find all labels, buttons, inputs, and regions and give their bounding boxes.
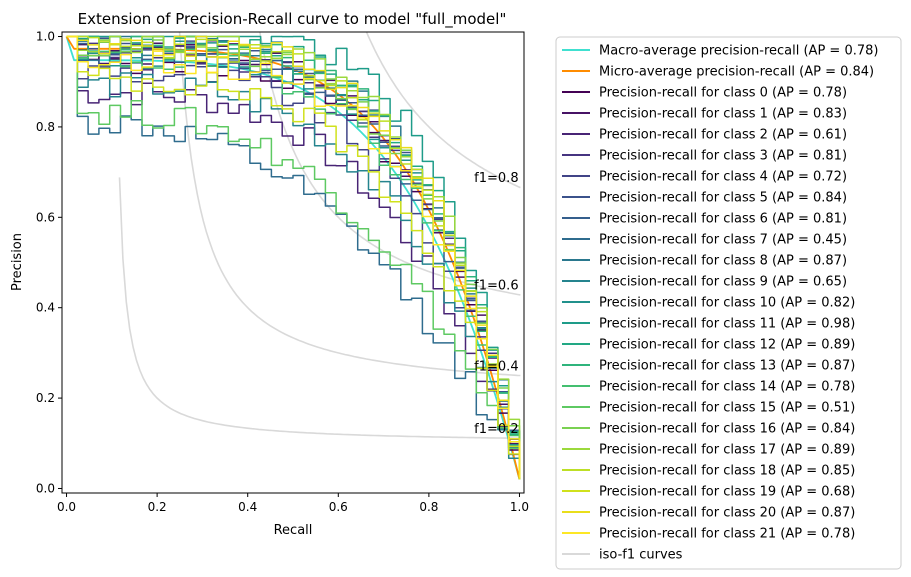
iso-f1-label: f1=0.6 xyxy=(474,279,518,294)
pr-curve-series-9 xyxy=(66,35,521,474)
iso-f1-curve xyxy=(118,177,521,440)
legend-label: Precision-recall for class 18 (AP = 0.85… xyxy=(599,464,855,479)
iso-f1-label: f1=0.8 xyxy=(474,171,518,186)
x-tick-label: 1.0 xyxy=(510,500,529,514)
x-tick-label: 0.8 xyxy=(419,500,438,514)
iso-f1-curve xyxy=(365,32,521,189)
x-tick-label: 0.4 xyxy=(238,500,257,514)
y-tick-label: 0.4 xyxy=(36,301,55,315)
legend-label: iso-f1 curves xyxy=(599,548,683,563)
legend-label: Precision-recall for class 9 (AP = 0.65) xyxy=(599,275,847,290)
legend-label: Micro-average precision-recall (AP = 0.8… xyxy=(599,65,874,80)
legend-label: Precision-recall for class 12 (AP = 0.89… xyxy=(599,338,855,353)
x-axis-label: Recall xyxy=(274,523,313,538)
y-tick-label: 0.6 xyxy=(36,210,55,224)
legend-label: Precision-recall for class 20 (AP = 0.87… xyxy=(599,506,855,521)
pr-curve-series-17 xyxy=(66,35,521,472)
pr-curve-series-23 xyxy=(66,35,521,478)
iso-f1-label: f1=0.2 xyxy=(474,422,518,437)
y-tick-label: 0.0 xyxy=(36,481,55,495)
legend-label: Precision-recall for class 15 (AP = 0.51… xyxy=(599,401,855,416)
curves-layer xyxy=(65,35,521,480)
y-axis-label: Precision xyxy=(10,233,25,291)
legend-label: Precision-recall for class 19 (AP = 0.68… xyxy=(599,485,855,500)
legend-label: Precision-recall for class 17 (AP = 0.89… xyxy=(599,443,855,458)
legend-label: Precision-recall for class 16 (AP = 0.84… xyxy=(599,422,855,437)
legend-label: Precision-recall for class 13 (AP = 0.87… xyxy=(599,359,855,374)
axes-layer: 0.0 0.2 0.4 0.6 0.8 1.0 0.0 0.2 0.4 0.6 0.8 1.0 xyxy=(36,30,529,514)
y-tick-label: 0.8 xyxy=(36,120,55,134)
pr-curve-series-22 xyxy=(66,35,521,480)
iso-f1-curve xyxy=(178,32,521,377)
legend-label: Precision-recall for class 1 (AP = 0.83) xyxy=(599,107,847,122)
legend-label: Precision-recall for class 11 (AP = 0.98… xyxy=(599,317,855,332)
legend-label: Precision-recall for class 7 (AP = 0.45) xyxy=(599,233,847,248)
x-tick-label: 0.6 xyxy=(329,500,348,514)
y-tick-label: 1.0 xyxy=(36,30,55,44)
legend-label: Precision-recall for class 14 (AP = 0.78… xyxy=(599,380,855,395)
iso-f1-label: f1=0.4 xyxy=(474,359,518,374)
legend-label: Precision-recall for class 8 (AP = 0.87) xyxy=(599,254,847,269)
chart-title: Extension of Precision-Recall curve to m… xyxy=(78,10,507,29)
pr-curve-series-21 xyxy=(66,35,521,480)
legend-label: Precision-recall for class 2 (AP = 0.61) xyxy=(599,128,847,143)
y-tick-label: 0.2 xyxy=(36,391,55,405)
legend-label: Precision-recall for class 4 (AP = 0.72) xyxy=(599,170,847,185)
pr-curve-series-20 xyxy=(66,35,521,480)
legend-label: Macro-average precision-recall (AP = 0.7… xyxy=(599,44,878,59)
legend-frame xyxy=(555,36,902,570)
legend-label: Precision-recall for class 21 (AP = 0.78… xyxy=(599,527,855,542)
x-tick-label: 0.2 xyxy=(148,500,167,514)
legend-label: Precision-recall for class 5 (AP = 0.84) xyxy=(599,191,847,206)
legend-label: Precision-recall for class 6 (AP = 0.81) xyxy=(599,212,847,227)
x-tick-label: 0.0 xyxy=(57,500,76,514)
legend-label: Precision-recall for class 10 (AP = 0.82… xyxy=(599,296,855,311)
pr-curve-series-11 xyxy=(66,35,521,466)
plot-frame xyxy=(61,31,525,494)
iso-f1-label-layer: f1=0.2 f1=0.4 f1=0.6 f1=0.8 xyxy=(474,171,518,437)
legend: Macro-average precision-recall (AP = 0.7… xyxy=(555,36,902,570)
legend-label: Precision-recall for class 0 (AP = 0.78) xyxy=(599,86,847,101)
pr-curve-series-14 xyxy=(66,35,521,480)
legend-label: Precision-recall for class 3 (AP = 0.81) xyxy=(599,149,847,164)
